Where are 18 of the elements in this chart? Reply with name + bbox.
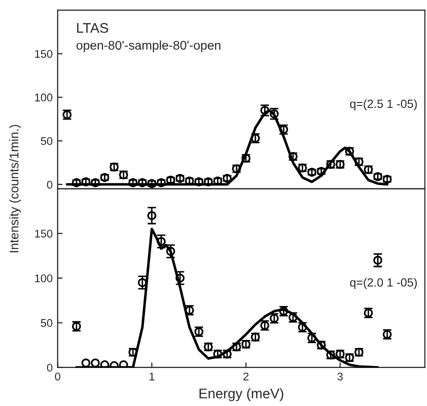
y-tick-label: 50 [40, 137, 52, 145]
annotation: open-80'-sample-80'-open [76, 40, 220, 52]
y-tick-label: 150 [35, 230, 52, 238]
y-axis-title: Intensity (counts/1min.) [9, 124, 21, 252]
y-tick-label: 150 [35, 50, 52, 58]
y-tick-label: 100 [35, 274, 52, 282]
x-tick-label: 1 [150, 372, 154, 380]
x-tick-label: 2 [243, 372, 248, 380]
y-tick-label: 50 [40, 319, 52, 327]
annotation: q=(2.0 1 -05) [350, 278, 417, 289]
annotation: LTAS [77, 23, 108, 33]
x-tick-label: 0 [54, 372, 60, 380]
x-axis-title: Energy (meV) [200, 388, 284, 402]
annotation: q=(2.5 1 -05) [350, 99, 417, 110]
x-tick-label: 3 [337, 372, 343, 380]
y-tick-label: 0 [47, 180, 52, 189]
y-tick-label: 0 [47, 364, 52, 372]
y-tick-label: 100 [35, 94, 52, 102]
